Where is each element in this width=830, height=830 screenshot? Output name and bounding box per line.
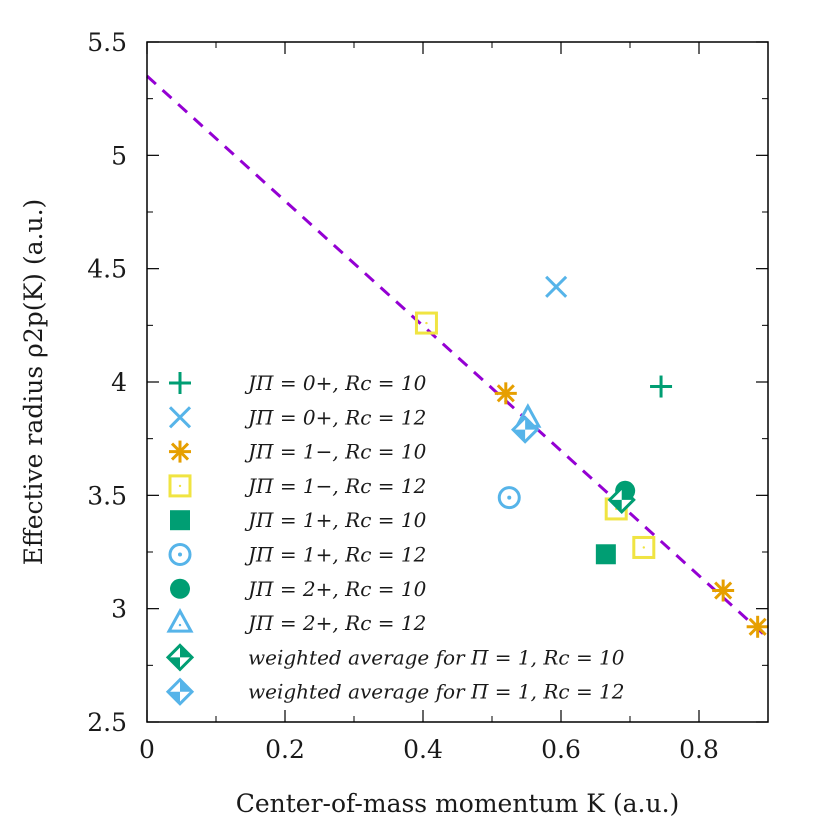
- x-tick-label: 0: [139, 735, 155, 764]
- y-tick-label: 4.5: [87, 255, 127, 284]
- data-point-cross: [545, 275, 568, 298]
- y-tick-label: 4: [111, 368, 127, 397]
- legend-label: JΠ = 1+, Rc = 10: [244, 508, 427, 532]
- y-tick-label: 2.5: [87, 708, 127, 737]
- y-axis-label: Effective radius ρ2p(K) (a.u.): [19, 199, 48, 566]
- y-tick-label: 5: [111, 141, 127, 170]
- fit-line-layer: [145, 74, 770, 640]
- y-tick-label: 3: [111, 595, 127, 624]
- legend-label: weighted average for Π = 1, Rc = 12: [248, 680, 625, 704]
- x-tick-label: 0.6: [541, 735, 581, 764]
- y-tick-label: 3.5: [87, 481, 127, 510]
- data-point-star: [746, 615, 769, 638]
- legend: JΠ = 0+, Rc = 10 JΠ = 0+, Rc = 12 JΠ = 1−,…: [165, 371, 625, 706]
- legend-label: JΠ = 1−, Rc = 12: [244, 474, 426, 498]
- x-tick-label: 0.2: [265, 735, 305, 764]
- x-axis-label: Center-of-mass momentum K (a.u.): [236, 789, 680, 818]
- legend-item: JΠ = 1+, Rc = 12: [168, 543, 426, 567]
- legend-label: weighted average for Π = 1, Rc = 10: [248, 645, 625, 669]
- plot-frame: [146, 41, 769, 723]
- fit-line: [145, 74, 770, 640]
- axis-ticks: 0 0.2 0.4 0.6 0.8 2.5 3 3.5 4 4.5 5 5.5: [87, 28, 769, 764]
- data-points-layer: [414, 275, 769, 638]
- legend-item: weighted average for Π = 1, Rc = 12: [165, 677, 625, 706]
- x-tick-label: 0.8: [679, 735, 719, 764]
- data-point-filled-square: [595, 544, 616, 565]
- legend-label: JΠ = 0+, Rc = 12: [244, 405, 426, 429]
- legend-label: JΠ = 1−, Rc = 10: [244, 440, 427, 464]
- legend-item: JΠ = 0+, Rc = 10: [169, 371, 427, 395]
- legend-item: JΠ = 1+, Rc = 10: [170, 508, 427, 532]
- data-point-open-square: [414, 311, 438, 335]
- legend-item: JΠ = 1−, Rc = 10: [169, 440, 427, 464]
- x-tick-label: 0.4: [403, 735, 443, 764]
- legend-label: JΠ = 2+, Rc = 10: [244, 577, 427, 601]
- data-point-half-diamond: [510, 415, 540, 444]
- legend-item: JΠ = 2+, Rc = 12: [166, 607, 426, 635]
- data-point-open-square: [632, 535, 656, 559]
- legend-item: JΠ = 2+, Rc = 10: [170, 577, 427, 601]
- legend-item: JΠ = 0+, Rc = 12: [168, 405, 426, 429]
- legend-label: JΠ = 2+, Rc = 12: [244, 611, 426, 635]
- legend-label: JΠ = 1+, Rc = 12: [244, 543, 426, 567]
- legend-item: weighted average for Π = 1, Rc = 10: [165, 643, 625, 672]
- data-point-plus: [650, 375, 673, 398]
- data-point-star: [712, 579, 735, 602]
- legend-label: JΠ = 0+, Rc = 10: [244, 371, 427, 395]
- data-point-star: [494, 382, 517, 405]
- data-point-open-circle: [497, 486, 521, 510]
- legend-item: JΠ = 1−, Rc = 12: [168, 474, 426, 498]
- y-tick-label: 5.5: [87, 28, 127, 57]
- data-point-half-diamond: [607, 485, 636, 514]
